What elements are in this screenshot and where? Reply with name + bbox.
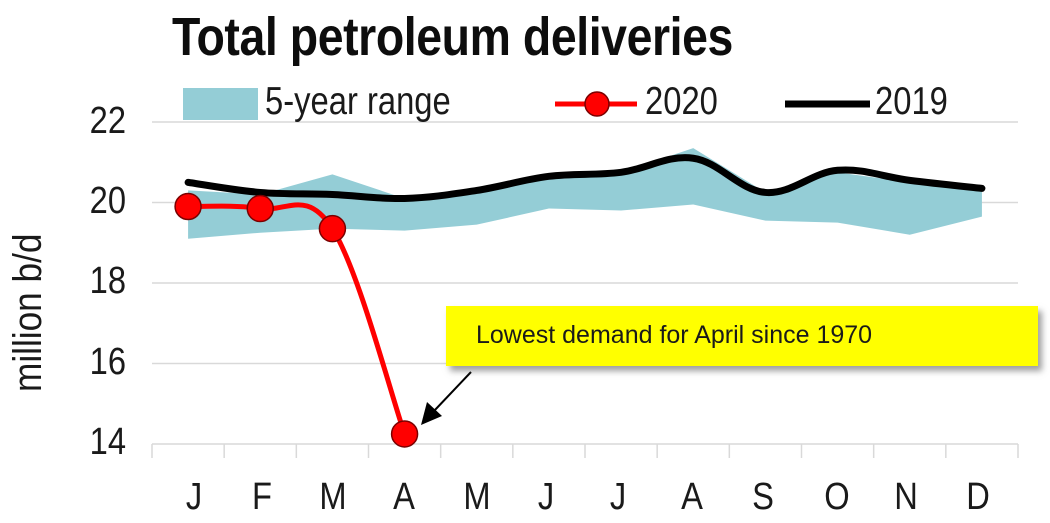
series-2019-line: [184, 154, 986, 203]
y-tick-14: 14: [89, 421, 126, 463]
annotation-callout: Lowest demand for April since 1970: [446, 306, 1038, 366]
y-tick-16: 16: [89, 341, 126, 383]
x-axis: [151, 443, 1019, 458]
series-2020-markers: [174, 192, 419, 448]
series-2020-marker: [390, 420, 419, 448]
legend-2019-label: 2019: [875, 80, 948, 123]
x-tick-jan: J: [185, 476, 203, 518]
x-tick-jul: J: [609, 476, 627, 518]
x-tick-jun: J: [537, 476, 555, 518]
x-tick-feb: F: [252, 476, 272, 518]
x-tick-may: M: [463, 476, 491, 518]
x-tick-apr: A: [393, 476, 415, 518]
x-tick-dec: D: [966, 476, 990, 518]
y-axis-label: million b/d: [6, 233, 50, 392]
five-year-range-area: [188, 148, 982, 239]
series-2020-marker: [174, 192, 202, 221]
legend-range-label: 5-year range: [265, 80, 451, 123]
series-2020-line: [188, 202, 407, 435]
x-tick-oct: O: [824, 476, 850, 518]
y-tick-18: 18: [89, 260, 126, 302]
legend-range-swatch: [183, 88, 258, 120]
chart-title: Total petroleum deliveries: [172, 7, 733, 67]
annotation-arrow-head-icon: [421, 402, 442, 425]
annotation-text: Lowest demand for April since 1970: [476, 321, 873, 349]
legend-2020-marker-icon: [584, 91, 610, 117]
x-tick-aug: A: [681, 476, 703, 518]
annotation-arrow-shaft: [433, 371, 472, 412]
x-tick-mar: M: [319, 476, 347, 518]
x-tick-nov: N: [894, 476, 918, 518]
series-2020-marker: [318, 214, 347, 243]
y-tick-20: 20: [89, 180, 126, 222]
x-tick-sep: S: [752, 476, 774, 518]
series-2020-marker: [246, 194, 274, 223]
legend-2020-label: 2020: [645, 80, 718, 123]
y-tick-22: 22: [89, 100, 126, 142]
